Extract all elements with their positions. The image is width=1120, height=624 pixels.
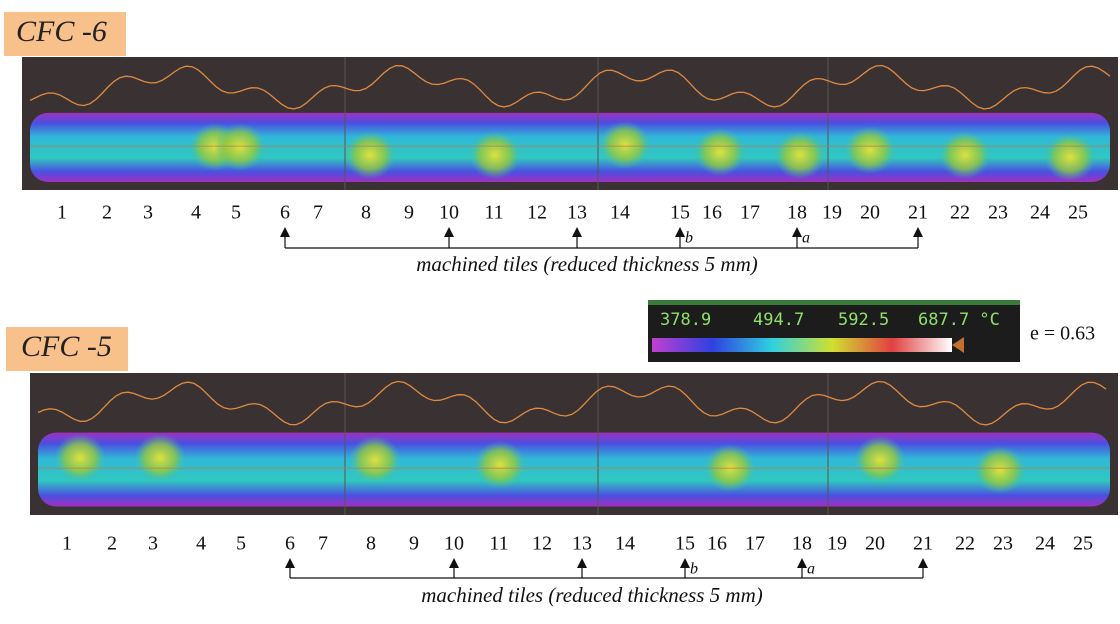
hot-spot	[54, 434, 106, 482]
hot-spot	[974, 446, 1026, 494]
tile-number: 25	[1073, 533, 1093, 555]
hot-spot	[844, 126, 896, 174]
tile-number: 16	[707, 533, 727, 555]
tile-number: 6	[280, 202, 290, 224]
hot-spot	[774, 131, 826, 179]
colorbar-edge	[648, 300, 1020, 305]
tile-number: 4	[191, 202, 201, 224]
tile-number: 22	[955, 533, 975, 555]
arrow-head	[577, 558, 587, 568]
emissivity: e = 0.63	[1030, 323, 1095, 345]
arrow-head	[913, 227, 923, 237]
tile-number: 25	[1068, 202, 1088, 224]
tile-number: 16	[702, 202, 722, 224]
hot-spot	[474, 441, 526, 489]
tile-number: 6	[285, 533, 295, 555]
tile-number: 13	[567, 202, 587, 224]
colorbar-tick: 592.5	[838, 310, 889, 330]
colorbar-tick: 687.7 °C	[918, 310, 1000, 330]
marker: a	[802, 230, 810, 247]
tile-number: 12	[527, 202, 547, 224]
colorbar-tick: 494.7	[753, 310, 804, 330]
tile-number: 11	[484, 202, 503, 224]
tile-number: 5	[236, 533, 246, 555]
tile-number: 20	[860, 202, 880, 224]
hot-spot	[214, 123, 266, 171]
tile-number: 17	[740, 202, 760, 224]
arrow-head	[797, 558, 807, 568]
tile-number: 2	[107, 533, 117, 555]
tile-number: 18	[792, 533, 812, 555]
thermal-tiles	[38, 433, 1110, 507]
marker: b	[690, 561, 698, 578]
hot-spot	[134, 434, 186, 482]
tile-number: 22	[950, 202, 970, 224]
arrow-head	[680, 558, 690, 568]
tile-number: 3	[143, 202, 153, 224]
tile-number: 7	[318, 533, 328, 555]
hot-spot	[1044, 133, 1096, 181]
tile-number: 23	[988, 202, 1008, 224]
tile-number: 11	[489, 533, 508, 555]
tile-number: 15	[670, 202, 690, 224]
tile-number: 21	[908, 202, 928, 224]
tile-number: 17	[745, 533, 765, 555]
marker: a	[807, 561, 815, 578]
colorbar-gradient	[652, 338, 952, 352]
hot-spot	[469, 131, 521, 179]
tile-number: 10	[444, 533, 464, 555]
tile-number: 18	[787, 202, 807, 224]
arrow-head	[449, 558, 459, 568]
tile-number: 1	[57, 202, 67, 224]
arrow-head	[792, 227, 802, 237]
tile-number: 8	[366, 533, 376, 555]
tile-number: 19	[822, 202, 842, 224]
tile-number: 1	[62, 533, 72, 555]
tile-number: 7	[313, 202, 323, 224]
tile-number: 19	[827, 533, 847, 555]
arrow-head	[675, 227, 685, 237]
arrow-head	[444, 227, 454, 237]
tile-number: 2	[102, 202, 112, 224]
figure: 378.9 494.7 592.5 687.7 °C e = 0.63 CFC …	[0, 0, 1120, 619]
colorbar: 378.9 494.7 592.5 687.7 °C e = 0.63	[648, 300, 1095, 362]
hot-spot	[939, 131, 991, 179]
tile-number: 5	[231, 202, 241, 224]
tile-number: 9	[404, 202, 414, 224]
tile-number: 14	[610, 202, 630, 224]
arrow-head	[285, 558, 295, 568]
colorbar-tick: 378.9	[660, 310, 711, 330]
tile-number: 4	[196, 533, 206, 555]
tile-number: 13	[572, 533, 592, 555]
panel-label: CFC -5	[21, 330, 112, 363]
hot-spot	[694, 128, 746, 176]
tile-number: 8	[361, 202, 371, 224]
marker: b	[685, 230, 693, 247]
tile-number: 10	[439, 202, 459, 224]
hot-spot	[854, 436, 906, 484]
arrow-head	[280, 227, 290, 237]
tile-number: 9	[409, 533, 419, 555]
hot-spot	[349, 436, 401, 484]
tile-number: 21	[913, 533, 933, 555]
arrow-head	[918, 558, 928, 568]
tile-number: 23	[993, 533, 1013, 555]
tile-number: 3	[148, 533, 158, 555]
tile-number: 20	[865, 533, 885, 555]
hot-spot	[344, 131, 396, 179]
tile-number: 24	[1030, 202, 1050, 224]
tile-number: 12	[532, 533, 552, 555]
hot-spot	[599, 121, 651, 169]
page: 378.9 494.7 592.5 687.7 °C e = 0.63 CFC …	[0, 0, 1120, 619]
annotation: machined tiles (reduced thickness 5 mm)	[421, 583, 763, 607]
tile-number: 15	[675, 533, 695, 555]
tile-number: 24	[1035, 533, 1055, 555]
panel-label: CFC -6	[16, 15, 107, 48]
annotation: machined tiles (reduced thickness 5 mm)	[416, 252, 758, 276]
arrow-head	[572, 227, 582, 237]
tile-number: 14	[615, 533, 635, 555]
